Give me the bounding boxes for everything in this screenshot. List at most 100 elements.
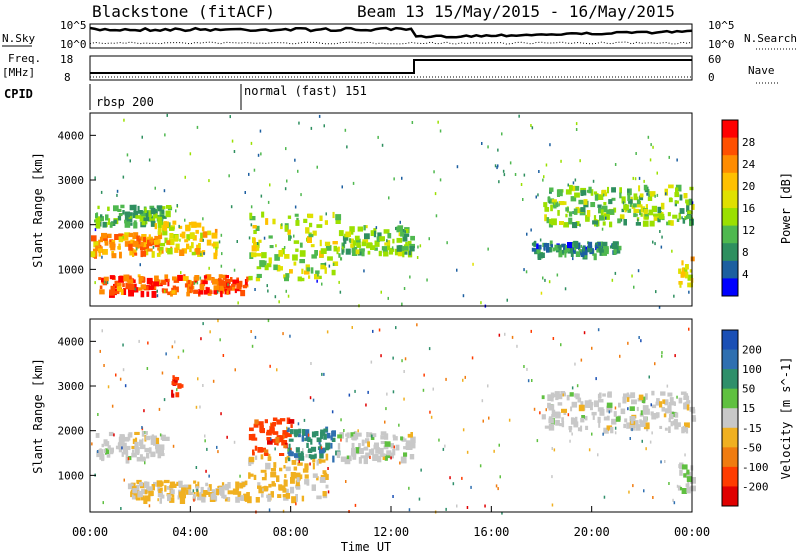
heatmap-speckle [141,135,143,139]
heatmap-cell-6 [403,452,408,457]
heatmap-speckle [309,462,311,466]
heatmap-cell-1 [234,489,239,495]
heatmap-cell-8 [677,485,681,491]
heatmap-cell-5 [361,251,365,257]
heatmap-cell-2 [118,276,124,283]
heatmap-speckle [156,289,158,293]
heatmap-cell-6 [552,201,559,208]
heatmap-cell-6 [380,453,386,458]
heatmap-cell-1 [176,481,180,486]
heatmap-speckle [297,169,299,173]
heatmap-cell-4 [284,474,287,478]
heatmap-cell-4 [270,471,277,478]
heatmap-cell-7 [623,393,629,398]
heatmap-cell-6 [359,448,364,454]
heatmap-speckle [416,256,419,259]
heatmap-cell-5 [376,236,381,242]
heatmap-cell-6 [621,196,626,204]
heatmap-cell-2 [174,377,180,381]
heatmap-cell-7 [598,245,602,251]
heatmap-cell-0 [149,238,154,243]
heatmap-speckle [520,183,523,186]
heatmap-speckle [442,447,445,451]
heatmap-cell-2 [172,276,177,281]
heatmap-speckle [665,192,667,196]
heatmap-speckle [638,176,641,180]
heatmap-cell-6 [337,434,343,439]
heatmap-cell-6 [568,211,573,217]
heatmap-cell-2 [225,279,231,284]
heatmap-speckle [375,226,378,230]
heatmap-cell-4 [317,458,322,464]
heatmap-cell-1 [207,487,210,492]
heatmap-cell-2 [129,288,132,293]
heatmap-cell-1 [208,484,212,491]
heatmap-cell-6 [653,213,659,217]
heatmap-cell-2 [226,290,229,295]
heatmap-cell-4 [316,224,323,228]
heatmap-cell-2 [123,274,129,282]
heatmap-cell-7 [554,244,559,251]
heatmap-cell-1 [183,484,189,488]
heatmap-speckle [233,268,236,272]
heatmap-cell-5 [304,429,310,436]
heatmap-speckle [310,456,312,460]
heatmap-speckle [293,234,295,238]
heatmap-cell-2 [218,274,223,279]
heatmap-cell-2 [103,276,109,282]
heatmap-speckle [535,195,537,199]
heatmap-speckle [637,218,639,222]
heatmap-speckle [282,509,285,513]
heatmap-speckle [660,460,662,464]
heatmap-cell-0 [109,239,114,245]
heatmap-cell-3 [189,245,192,253]
heatmap-cell-1 [220,490,225,496]
heatmap-cell-1 [245,497,248,501]
heatmap-cell-6 [383,445,389,450]
heatmap-cell-6 [627,194,631,202]
heatmap-cell-2 [146,277,153,285]
heatmap-cell-6 [691,204,695,210]
heatmap-cell-1 [132,488,138,494]
heatmap-speckle [661,235,663,239]
heatmap-cell-8 [685,483,690,488]
heatmap-cell-0 [128,232,133,238]
heatmap-cell-5 [378,250,382,257]
heatmap-speckle [302,448,304,452]
heatmap-speckle [111,404,114,408]
heatmap-speckle [284,479,286,483]
heatmap-cell-4 [288,235,291,241]
heatmap-cell-1 [139,482,144,487]
heatmap-cell-6 [384,441,391,447]
heatmap-cell-6 [580,207,586,213]
heatmap-speckle [603,495,606,499]
heatmap-cell-1 [95,213,98,218]
heatmap-cell-1 [201,496,206,503]
heatmap-cell-2 [213,285,219,290]
heatmap-cell-5 [357,250,363,256]
heatmap-cell-3 [189,232,195,239]
heatmap-cell-8 [681,260,684,266]
heatmap-cell-5 [359,248,365,252]
cpid-label: CPID [4,87,33,101]
x-axis: 00:00 04:00 08:00 12:00 16:00 20:00 00:00 Time… [72,506,710,554]
freq-tick-top: 18 [60,53,73,66]
heatmap-cell-8 [680,486,683,491]
heatmap-speckle [574,178,577,182]
heatmap-cell-7 [571,247,577,254]
heatmap-cell-6 [336,451,341,458]
heatmap-speckle [551,447,553,450]
heatmap-cell-2 [219,287,225,294]
heatmap-cell-6 [606,209,610,215]
heatmap-speckle [120,507,122,510]
heatmap-cell-1 [222,494,227,499]
heatmap-cell-6 [601,189,607,195]
heatmap-speckle [208,179,210,183]
heatmap-cell-7 [618,402,621,408]
heatmap-cell-3 [181,248,187,254]
heatmap-cell-1 [133,220,137,225]
heatmap-cell-6 [378,447,384,455]
heatmap-speckle [439,178,442,182]
heatmap-cell-6 [657,206,662,214]
heatmap-cell-2 [140,284,146,290]
